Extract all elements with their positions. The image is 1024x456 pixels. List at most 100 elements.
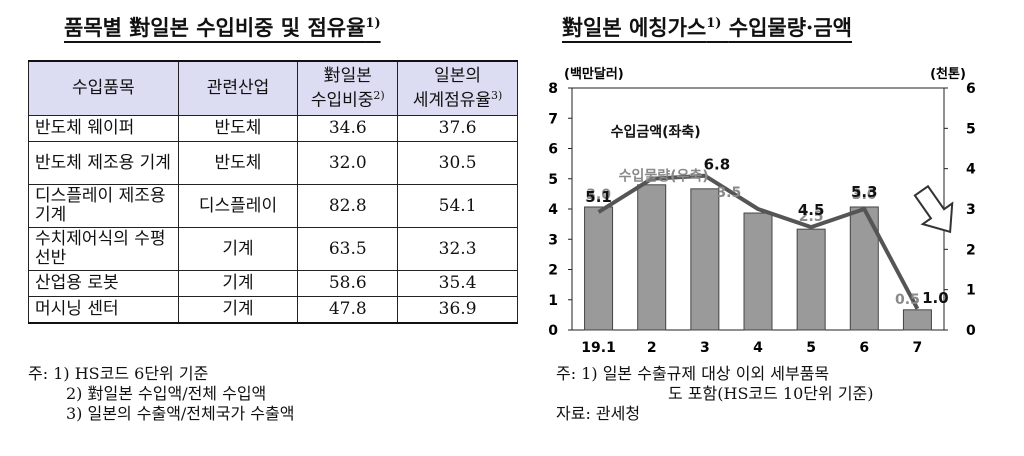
right-title-text: 對일본 에칭가스 [562,15,707,40]
x-tick-label: 3 [700,340,710,356]
amount-line [597,173,920,310]
table-row: 반도체 제조용 기계 반도체 32.0 30.5 [28,141,518,185]
x-tick-label: 5 [806,340,816,356]
x-tick-label: 7 [913,340,923,356]
volume-bar [637,184,667,331]
right-axis-unit: (천톤) [930,67,966,82]
note-line: 주: 1) HS코드 6단위 기준 [28,364,209,383]
header-share-line1: 對일본 [323,65,372,86]
note-line: 3) 일본의 수출액/전체국가 수출액 [66,404,295,423]
cell-world: 54.1 [397,184,518,228]
right-tick-label: 4 [966,162,976,178]
cell-share: 47.8 [297,296,399,324]
cell-share: 32.0 [297,141,399,185]
right-tick-label: 5 [966,121,976,137]
header-world-line2: 세계점유율3) [412,88,503,111]
right-title-tail: 수입물량·금액 [728,15,852,40]
cell-industry: 기계 [177,296,299,324]
left-title-text: 품목별 對일본 수입비중 및 점유율 [64,15,366,40]
right-tick-label: 2 [966,242,976,258]
table-row: 수치제어식의 수평선반 기계 63.5 32.3 [28,227,518,271]
cell-industry: 디스플레이 [177,184,299,228]
table-row: 머시닝 센터 기계 47.8 36.9 [28,296,518,324]
cell-share: 58.6 [297,270,399,297]
import-share-table: 수입품목 관련산업 對일본 수입비중2) 일본의 세계점유율3) 반도체 웨이퍼… [28,60,518,324]
volume-data-label: 3.0 [586,187,611,203]
right-title-sup: 1) [706,16,722,31]
etching-gas-chart: 0 1 2 3 4 5 6 7 8 0 1 2 3 4 5 6 (백만달러) (천톤) 19.1 2 3 4 5 6 7 3.0 3… [548,66,976,356]
right-tick-label: 0 [966,323,976,339]
cell-item: 반도체 웨이퍼 [28,115,179,142]
amount-data-label: 5.3 [851,183,878,201]
left-title-sup: 1) [365,16,381,31]
volume-data-label: 3.5 [716,185,741,201]
left-tick-label: 2 [548,263,558,279]
header-share-line2: 수입비중2) [310,88,385,111]
amount-data-label: 1.0 [922,289,949,307]
left-tick-label: 5 [548,172,558,188]
cell-item: 디스플레이 제조용 기계 [28,184,179,228]
note-line: 자료: 관세청 [556,404,641,423]
header-industry: 관련산업 [177,60,299,116]
left-tick-label: 4 [548,202,558,218]
left-tick-label: 6 [548,142,558,158]
amount-data-label: 6.8 [704,156,731,174]
volume-bar [584,206,614,331]
right-tick-label: 3 [966,202,976,218]
left-axis-unit: (백만달러) [564,66,624,82]
left-tick-label: 7 [548,111,558,127]
amount-data-label: 4.5 [798,201,825,219]
cell-item: 반도체 제조용 기계 [28,141,179,185]
table-row: 디스플레이 제조용 기계 디스플레이 82.8 54.1 [28,184,518,228]
cell-share: 34.6 [297,115,399,142]
cell-industry: 반도체 [177,115,299,142]
x-tick-label: 19.1 [581,340,616,356]
volume-series-label: 수입물량(우축) [619,168,709,184]
cell-world: 37.6 [397,115,518,142]
note-line: 2) 對일본 수입액/전체 수입액 [66,384,267,403]
cell-world: 30.5 [397,141,518,185]
right-tick-label: 1 [966,283,976,299]
left-panel-title: 품목별 對일본 수입비중 및 점유율1) [64,12,381,42]
x-tick-label: 4 [753,340,763,356]
left-tick-label: 0 [548,323,558,339]
left-notes: 주: 1) HS코드 6단위 기준 2) 對일본 수입액/전체 수입액 3) 일… [28,364,294,424]
volume-bar [690,188,720,331]
left-tick-label: 8 [548,81,558,97]
header-item: 수입품목 [28,60,179,116]
cell-item: 산업용 로봇 [28,270,179,297]
header-share: 對일본 수입비중2) [297,60,399,116]
right-panel-title: 對일본 에칭가스1) 수입물량·금액 [562,12,852,42]
decline-arrow-shape [913,184,954,234]
left-tick-label: 1 [548,293,558,309]
note-line: 도 포함(HS코드 10단위 기준) [668,384,874,403]
amount-series-label: 수입금액(좌축) [611,123,701,140]
cell-share: 63.5 [297,227,399,271]
cell-world: 36.9 [397,296,518,324]
cell-industry: 기계 [177,270,299,297]
cell-industry: 기계 [177,227,299,271]
volume-bar [902,309,932,331]
right-notes: 주: 1) 일본 수출규제 대상 이외 세부품목 도 포함(HS코드 10단위 … [556,364,874,424]
cell-world: 35.4 [397,270,518,297]
volume-data-label: 2.5 [799,209,824,225]
header-world-line1: 일본의 [434,65,482,86]
volume-data-label: 3.0 [852,187,877,203]
volume-bar [743,212,773,331]
volume-bar [796,228,826,331]
table-row: 산업용 로봇 기계 58.6 35.4 [28,270,518,297]
left-tick-label: 3 [548,232,558,248]
note-line: 주: 1) 일본 수출규제 대상 이외 세부품목 [556,364,830,383]
cell-share: 82.8 [297,184,399,228]
cell-world: 32.3 [397,227,518,271]
decline-arrow-icon [913,184,954,234]
cell-industry: 반도체 [177,141,299,185]
volume-data-label: 0.5 [895,292,920,308]
right-tick-label: 6 [966,81,976,97]
x-tick-label: 2 [647,340,657,356]
table-row: 반도체 웨이퍼 반도체 34.6 37.6 [28,115,518,142]
cell-item: 머시닝 센터 [28,296,179,324]
cell-item: 수치제어식의 수평선반 [28,227,179,271]
table-header-row: 수입품목 관련산업 對일본 수입비중2) 일본의 세계점유율3) [28,60,518,116]
x-tick-label: 6 [859,340,869,356]
